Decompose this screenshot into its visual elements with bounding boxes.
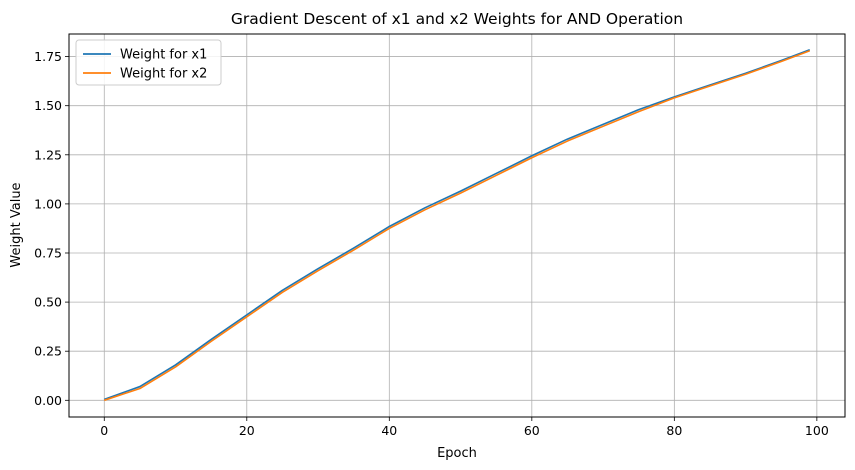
- x-axis: 0 20 40 60 80 100: [100, 417, 829, 438]
- y-tick-label: 1.00: [34, 196, 62, 211]
- x-tick-label: 40: [381, 423, 397, 438]
- y-tick-label: 0.50: [34, 295, 62, 310]
- grid: [69, 34, 845, 417]
- y-tick-label: 0.25: [34, 344, 62, 359]
- x-tick-label: 0: [100, 423, 108, 438]
- plot-frame: [68, 33, 846, 418]
- x-tick-label: 60: [524, 423, 540, 438]
- chart-title: Gradient Descent of x1 and x2 Weights fo…: [231, 10, 683, 28]
- x-tick-label: 80: [666, 423, 682, 438]
- y-axis-label: Weight Value: [9, 182, 24, 267]
- legend: Weight for x1 Weight for x2: [75, 39, 222, 86]
- x-tick-label: 100: [805, 423, 829, 438]
- legend-entry-2: Weight for x2: [120, 67, 207, 82]
- y-tick-label: 1.75: [34, 49, 62, 64]
- y-axis: 0.00 0.25 0.50 0.75 1.00 1.25 1.50 1.75: [34, 49, 69, 408]
- y-tick-label: 0.00: [34, 393, 62, 408]
- x-tick-label: 20: [239, 423, 255, 438]
- series-line-1: [104, 48, 811, 401]
- y-tick-label: 0.75: [34, 245, 62, 260]
- series-lines: [104, 48, 811, 402]
- x-axis-label: Epoch: [437, 446, 477, 461]
- y-tick-label: 1.25: [34, 147, 62, 162]
- legend-box: [75, 39, 222, 86]
- series-line-2: [104, 49, 811, 402]
- legend-entry-1: Weight for x1: [120, 48, 207, 63]
- y-tick-label: 1.50: [34, 98, 62, 113]
